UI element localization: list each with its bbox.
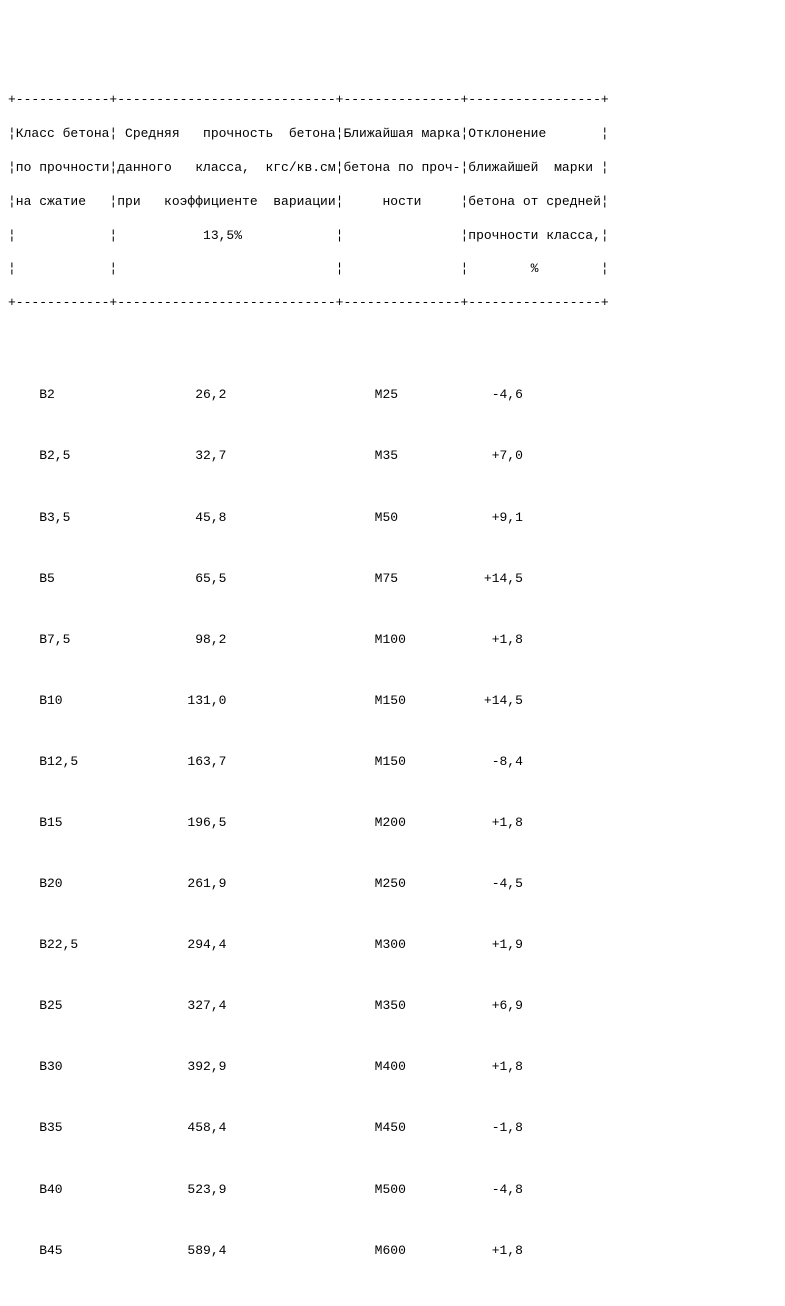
- cell-mark: M100: [320, 632, 437, 647]
- cell-strength: 196,5: [117, 815, 320, 830]
- cell-strength: 261,9: [117, 876, 320, 891]
- cell-class: B45: [8, 1243, 117, 1258]
- header-line-5: ¦ ¦ ¦ ¦ % ¦: [8, 261, 777, 278]
- table-row: B10 131,0 M150 +14,5: [8, 686, 777, 717]
- cell-mark: M75: [320, 571, 437, 586]
- cell-deviation: -4,8: [437, 1182, 562, 1197]
- table-row: B2,5 32,7 M35 +7,0: [8, 441, 777, 472]
- cell-strength: 523,9: [117, 1182, 320, 1197]
- table-row: B22,5 294,4 M300 +1,9: [8, 930, 777, 961]
- cell-deviation: -1,8: [437, 1120, 562, 1135]
- cell-strength: 45,8: [117, 510, 320, 525]
- cell-mark: M50: [320, 510, 437, 525]
- cell-mark: M250: [320, 876, 437, 891]
- cell-strength: 131,0: [117, 693, 320, 708]
- cell-mark: M450: [320, 1120, 437, 1135]
- header-line-2: ¦по прочности¦данного класса, кгс/кв.см¦…: [8, 160, 777, 177]
- cell-deviation: +14,5: [437, 571, 562, 586]
- table-row: B3,5 45,8 M50 +9,1: [8, 503, 777, 534]
- header-line-4: ¦ ¦ 13,5% ¦ ¦прочности класса,¦: [8, 228, 777, 245]
- cell-class: B2,5: [8, 448, 117, 463]
- cell-mark: M300: [320, 937, 437, 952]
- cell-deviation: -4,6: [437, 387, 562, 402]
- table-body: B2 26,2 M25 -4,6 B2,5 32,7 M35 +7,0 B3,5…: [8, 350, 777, 1297]
- cell-class: B12,5: [8, 754, 117, 769]
- cell-class: B5: [8, 571, 117, 586]
- table-row: B20 261,9 M250 -4,5: [8, 869, 777, 900]
- cell-deviation: +1,8: [437, 632, 562, 647]
- cell-strength: 589,4: [117, 1243, 320, 1258]
- cell-deviation: +7,0: [437, 448, 562, 463]
- cell-class: B10: [8, 693, 117, 708]
- table-header: +------------+--------------------------…: [8, 76, 777, 329]
- header-border-bot: +------------+--------------------------…: [8, 295, 777, 312]
- cell-class: B15: [8, 815, 117, 830]
- cell-strength: 327,4: [117, 998, 320, 1013]
- cell-class: B7,5: [8, 632, 117, 647]
- table-row: B2 26,2 M25 -4,6: [8, 380, 777, 411]
- cell-strength: 294,4: [117, 937, 320, 952]
- table-row: B40 523,9 M500 -4,8: [8, 1175, 777, 1206]
- cell-deviation: +1,8: [437, 1059, 562, 1074]
- cell-class: B3,5: [8, 510, 117, 525]
- cell-strength: 458,4: [117, 1120, 320, 1135]
- cell-deviation: -8,4: [437, 754, 562, 769]
- cell-class: B2: [8, 387, 117, 402]
- cell-strength: 65,5: [117, 571, 320, 586]
- cell-class: B20: [8, 876, 117, 891]
- table-row: B35 458,4 M450 -1,8: [8, 1113, 777, 1144]
- table-row: B30 392,9 M400 +1,8: [8, 1052, 777, 1083]
- cell-strength: 392,9: [117, 1059, 320, 1074]
- cell-strength: 163,7: [117, 754, 320, 769]
- cell-strength: 98,2: [117, 632, 320, 647]
- cell-mark: M35: [320, 448, 437, 463]
- cell-deviation: +1,8: [437, 1243, 562, 1258]
- header-line-1: ¦Класс бетона¦ Средняя прочность бетона¦…: [8, 126, 777, 143]
- cell-deviation: -4,5: [437, 876, 562, 891]
- table-row: B45 589,4 M600 +1,8: [8, 1236, 777, 1267]
- table-row: B7,5 98,2 M100 +1,8: [8, 625, 777, 656]
- cell-mark: M200: [320, 815, 437, 830]
- cell-deviation: +6,9: [437, 998, 562, 1013]
- cell-strength: 32,7: [117, 448, 320, 463]
- cell-class: B35: [8, 1120, 117, 1135]
- cell-mark: M600: [320, 1243, 437, 1258]
- cell-deviation: +14,5: [437, 693, 562, 708]
- table-row: B5 65,5 M75 +14,5: [8, 564, 777, 595]
- cell-class: B40: [8, 1182, 117, 1197]
- cell-mark: M350: [320, 998, 437, 1013]
- cell-deviation: +1,8: [437, 815, 562, 830]
- cell-class: B25: [8, 998, 117, 1013]
- cell-mark: M400: [320, 1059, 437, 1074]
- cell-deviation: +9,1: [437, 510, 562, 525]
- cell-class: B22,5: [8, 937, 117, 952]
- cell-mark: M500: [320, 1182, 437, 1197]
- cell-deviation: +1,9: [437, 937, 562, 952]
- cell-class: B30: [8, 1059, 117, 1074]
- table-row: B12,5 163,7 M150 -8,4: [8, 747, 777, 778]
- table-row: B25 327,4 M350 +6,9: [8, 991, 777, 1022]
- cell-mark: M150: [320, 693, 437, 708]
- cell-mark: M25: [320, 387, 437, 402]
- header-border-top: +------------+--------------------------…: [8, 92, 777, 109]
- table-row: B15 196,5 M200 +1,8: [8, 808, 777, 839]
- cell-mark: M150: [320, 754, 437, 769]
- cell-strength: 26,2: [117, 387, 320, 402]
- header-line-3: ¦на сжатие ¦при коэффициенте вариации¦ н…: [8, 194, 777, 211]
